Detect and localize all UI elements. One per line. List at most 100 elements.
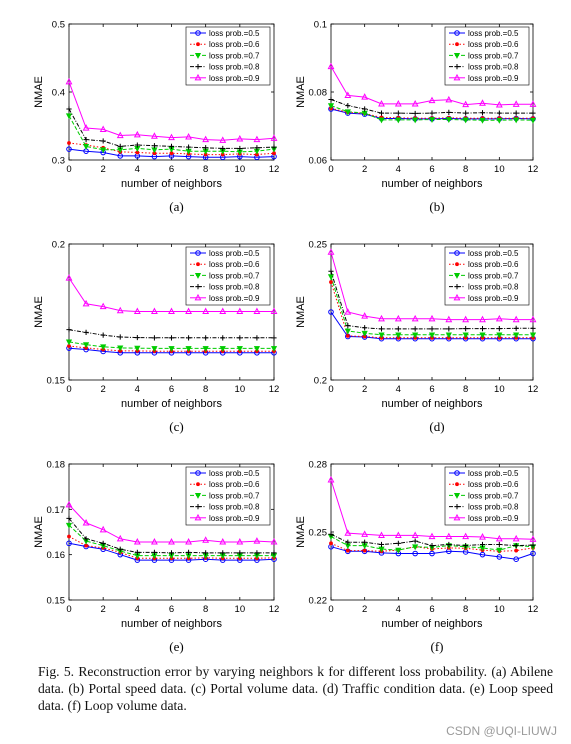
x-tick-label: 0 <box>66 384 71 395</box>
data-point <box>328 531 334 537</box>
data-point <box>168 143 175 149</box>
data-point <box>270 538 278 545</box>
data-point <box>236 307 244 315</box>
data-point <box>395 547 402 554</box>
legend-marker <box>454 470 460 476</box>
data-point <box>237 145 243 152</box>
legend-entry: loss prob.=0.9 <box>209 514 260 523</box>
data-point <box>479 325 486 332</box>
data-point <box>100 147 107 154</box>
data-point <box>395 326 401 332</box>
data-point <box>253 135 261 143</box>
legend-entry: loss prob.=0.6 <box>468 40 519 49</box>
data-point <box>67 534 71 539</box>
data-point <box>67 141 71 145</box>
y-tick-label: 0.2 <box>314 376 327 387</box>
panel-label: (b) <box>429 199 444 214</box>
legend-entry: loss prob.=0.6 <box>209 40 260 49</box>
data-point <box>462 117 469 124</box>
data-point <box>395 540 401 546</box>
legend-entry: loss prob.=0.8 <box>209 503 260 512</box>
y-tick-label: 0.06 <box>309 156 328 167</box>
figure-canvas: 0 2 4 6 8 10 12 0.3 0.4 0.5 number of neighbors NMA… <box>33 20 538 655</box>
data-point <box>462 532 470 540</box>
data-point <box>116 534 124 542</box>
legend-marker <box>195 470 201 476</box>
legend-marker <box>453 53 461 59</box>
data-point <box>428 332 436 339</box>
panel-label: (f) <box>431 639 444 654</box>
x-axis-label: number of neighbors <box>121 398 222 410</box>
data-point <box>479 551 486 558</box>
legend-entry: loss prob.=0.5 <box>209 249 260 258</box>
x-tick-label: 12 <box>269 384 280 395</box>
data-point <box>66 146 72 152</box>
data-point <box>462 100 470 108</box>
data-point <box>66 515 72 521</box>
data-point <box>345 323 351 329</box>
data-point <box>429 110 435 116</box>
x-tick-label: 2 <box>101 384 106 395</box>
x-tick-label: 6 <box>169 604 174 615</box>
legend-box <box>185 26 271 86</box>
y-tick-label: 0.2 <box>52 240 65 251</box>
y-axis-label: NMAE <box>33 516 45 548</box>
legend-marker <box>454 284 460 290</box>
data-point <box>202 135 210 143</box>
data-point <box>133 307 141 315</box>
data-point <box>361 93 369 100</box>
data-point <box>395 117 402 124</box>
data-point <box>271 335 277 341</box>
legend-marker <box>196 42 200 47</box>
legend-entry: loss prob.=0.7 <box>209 271 260 280</box>
data-point <box>479 315 486 323</box>
x-axis-label: number of neighbors <box>382 178 483 190</box>
legend-entry: loss prob.=0.9 <box>209 74 260 83</box>
data-point <box>220 335 226 341</box>
data-point <box>496 110 502 116</box>
data-point <box>378 99 385 107</box>
data-point <box>271 144 277 150</box>
data-point <box>496 541 502 548</box>
chart-panel: 0 2 4 6 8 10 12 0.3 0.4 0.5 number of neighbors NMA… <box>33 20 279 215</box>
data-point <box>65 113 73 120</box>
chart-panel: 0 2 4 6 8 10 12 0.06 0.08 0.1 number of neighbors N… <box>295 20 538 215</box>
data-point <box>530 110 536 116</box>
data-point <box>394 99 402 107</box>
data-point <box>270 346 278 352</box>
data-point <box>462 332 469 339</box>
data-point <box>65 77 73 85</box>
panel-label: (e) <box>169 639 183 654</box>
x-tick-label: 2 <box>101 604 106 615</box>
y-tick-label: 0.1 <box>314 20 327 31</box>
x-tick-label: 8 <box>203 164 208 175</box>
legend-entry: loss prob.=0.6 <box>468 260 519 269</box>
data-point <box>412 110 418 117</box>
data-point <box>151 346 158 352</box>
data-point <box>345 103 351 109</box>
x-axis-label: number of neighbors <box>382 398 483 410</box>
x-tick-label: 8 <box>463 384 468 395</box>
legend-entry: loss prob.=0.5 <box>468 29 519 38</box>
data-point <box>378 326 385 332</box>
data-point <box>133 538 141 545</box>
data-point <box>429 550 435 557</box>
legend-entry: loss prob.=0.8 <box>468 63 519 72</box>
data-point <box>361 312 369 319</box>
data-point <box>117 334 123 340</box>
series-line <box>68 81 275 141</box>
data-point <box>514 548 519 553</box>
data-point <box>327 248 335 255</box>
legend-entry: loss prob.=0.7 <box>468 51 519 60</box>
data-point <box>168 133 175 141</box>
data-point <box>82 299 90 307</box>
data-point <box>168 307 175 315</box>
data-point <box>254 145 260 151</box>
legend-entry: loss prob.=0.7 <box>209 491 260 500</box>
legend-marker <box>453 73 461 81</box>
data-point <box>428 532 436 540</box>
data-point <box>66 106 72 112</box>
x-tick-label: 0 <box>328 384 333 395</box>
y-tick-label: 0.25 <box>309 240 328 251</box>
data-point <box>529 117 537 124</box>
